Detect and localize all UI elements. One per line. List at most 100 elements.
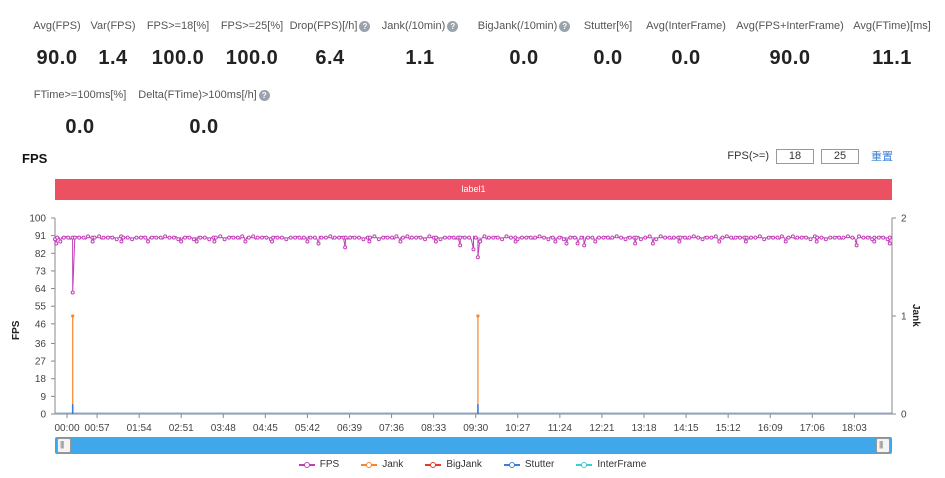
x-tick-label: 00:57 — [85, 423, 110, 432]
fps-point — [623, 237, 628, 242]
fps-point — [783, 239, 788, 244]
fps-threshold-input-1[interactable]: 18 — [776, 148, 814, 164]
fps-point — [832, 235, 837, 240]
fps-point — [546, 237, 551, 242]
fps-point — [227, 235, 231, 240]
fps-point — [114, 237, 119, 242]
fps-point — [671, 235, 676, 240]
fps-filter-label: FPS(>=) — [727, 150, 769, 162]
fps-chart[interactable]: 0 9 18 27 36 46 55 64 73 82 91 100 0 1 2 FPS Jank 00:00 00… — [0, 200, 945, 433]
y-tick-label: 46 — [35, 319, 47, 330]
help-icon[interactable]: ? — [447, 20, 459, 32]
fps-point — [515, 237, 520, 242]
fps-point — [804, 235, 809, 240]
fps-point — [467, 235, 472, 240]
fps-point — [733, 235, 738, 240]
fps-point — [191, 237, 196, 242]
metric-row1-1: Var(FPS) 1.4 — [43, 16, 183, 70]
help-icon[interactable]: ? — [359, 20, 371, 32]
fps-point — [130, 237, 135, 242]
fps-point — [158, 235, 163, 240]
legend-item-bigjank[interactable]: BigJank — [425, 459, 482, 470]
fps-point — [720, 235, 725, 240]
help-icon[interactable]: ? — [559, 20, 571, 32]
metric-label-text: Delta(FTime)>100ms[/h] — [138, 89, 257, 101]
fps-point — [207, 237, 212, 242]
fps-point — [627, 235, 632, 240]
fps-point — [857, 234, 861, 239]
fps-point — [297, 235, 302, 240]
fps-point — [61, 235, 66, 240]
fps-point — [717, 239, 722, 244]
help-icon[interactable]: ? — [258, 89, 270, 101]
fps-point — [243, 239, 248, 244]
fps-point — [724, 234, 729, 239]
metric-value: 100.0 — [225, 47, 279, 69]
chart-zoom-slider[interactable] — [55, 437, 892, 454]
fps-point — [743, 239, 748, 244]
fps-point — [337, 235, 342, 240]
fps-point — [815, 235, 820, 240]
fps-point — [762, 237, 767, 242]
fps-point — [352, 235, 357, 240]
metric-label-text: FPS>=18[%] — [146, 20, 210, 32]
chart-legend: FPS Jank BigJank Stutter InterFrame — [0, 459, 945, 470]
fps-point — [187, 235, 192, 240]
fps-point — [887, 235, 892, 240]
metric-label-text: Avg(FTime)[ms] — [853, 20, 931, 32]
fps-point — [709, 235, 714, 240]
zoom-handle-right[interactable] — [876, 438, 890, 453]
x-tick-label: 08:33 — [421, 423, 446, 432]
reset-button[interactable]: 重置 — [871, 151, 893, 163]
fps-point — [447, 235, 452, 240]
fps-point — [861, 235, 866, 240]
fps-point — [438, 237, 443, 242]
legend-item-jank[interactable]: Jank — [361, 459, 403, 470]
fps-point — [462, 235, 467, 240]
label-bar[interactable]: label1 — [55, 179, 892, 200]
legend-label: BigJank — [446, 459, 482, 470]
fps-point — [284, 237, 289, 242]
fps-threshold-input-2[interactable]: 25 — [821, 148, 859, 164]
legend-item-fps[interactable]: FPS — [298, 459, 339, 470]
fps-point — [528, 235, 533, 240]
fps-point — [633, 241, 638, 246]
fps-point — [434, 235, 439, 240]
x-tick-label: 10:27 — [505, 423, 530, 432]
x-tick-label: 17:06 — [800, 423, 825, 432]
fps-point — [423, 237, 427, 242]
fps-point — [146, 239, 150, 244]
metric-label-text: FPS>=25[%] — [220, 20, 284, 32]
fps-point — [557, 235, 562, 240]
y-tick-label: 0 — [40, 410, 46, 421]
metric-label: Avg(FPS) — [33, 20, 80, 32]
fps-point — [786, 235, 791, 240]
fps-point — [240, 234, 245, 239]
x-tick-label: 07:36 — [379, 423, 404, 432]
zoom-handle-left[interactable] — [57, 438, 71, 453]
legend-item-stutter[interactable]: Stutter — [503, 459, 554, 470]
fps-point — [390, 235, 394, 240]
fps-point — [771, 235, 776, 240]
fps-point — [312, 235, 317, 240]
fps-threshold-filter: FPS(>=) 18 25 重置 — [727, 148, 893, 164]
metric-label: FPS>=18[%] — [147, 20, 209, 32]
y-tick-label: 27 — [35, 357, 47, 368]
fps-point — [542, 235, 546, 240]
metric-row1-7: Stutter[%] 0.0 — [538, 16, 678, 70]
fps-point — [418, 235, 423, 240]
jank-point — [71, 314, 75, 318]
y2-tick-label: 1 — [901, 312, 907, 323]
metric-label-text: Stutter[%] — [583, 20, 633, 32]
fps-point — [202, 235, 207, 240]
fps-point — [482, 234, 487, 239]
fps-point — [473, 235, 478, 240]
fps-point — [270, 239, 274, 244]
fps-point — [66, 235, 71, 240]
legend-swatch — [503, 460, 520, 470]
legend-item-interframe[interactable]: InterFrame — [576, 459, 646, 470]
fps-point — [553, 239, 558, 244]
fps-point — [171, 235, 176, 240]
fps-point — [301, 235, 306, 240]
fps-point — [700, 237, 705, 242]
